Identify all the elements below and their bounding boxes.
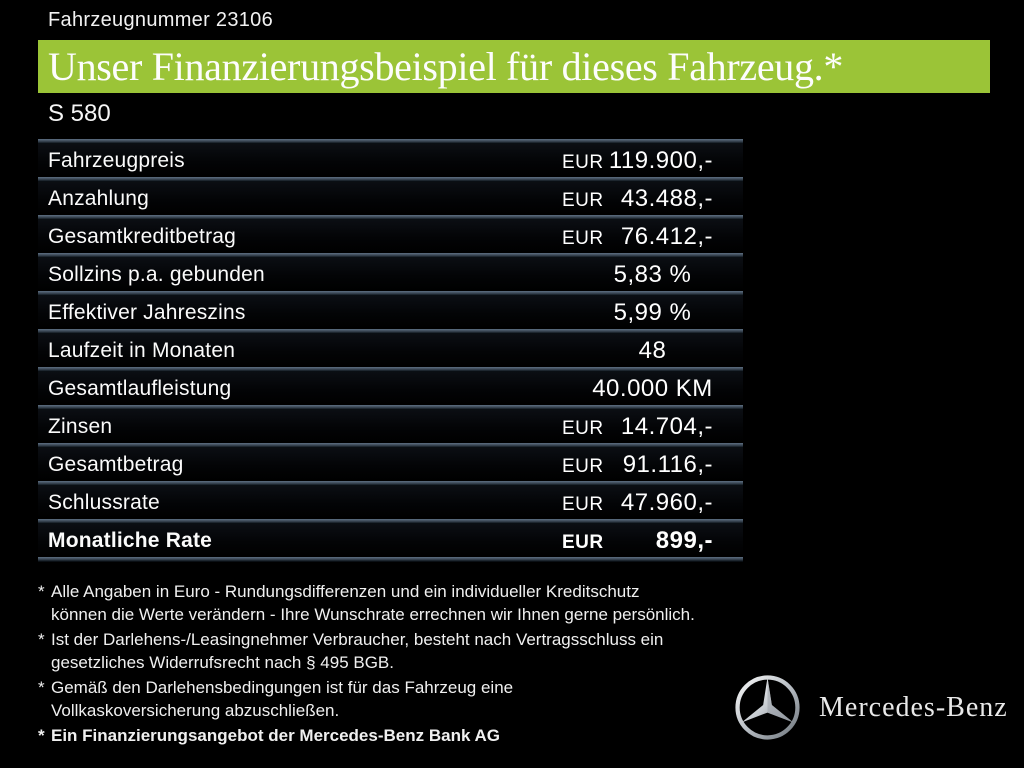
row-value: 899,-: [655, 526, 713, 554]
row-value-cell: EUR 43.488,-: [562, 185, 743, 213]
brand-wordmark: Mercedes-Benz: [819, 691, 1008, 723]
financing-table: Fahrzeugpreis EUR 119.900,- Anzahlung EU…: [38, 139, 743, 562]
footnote: * Gemäß den Darlehensbedingungen ist für…: [38, 677, 738, 722]
table-row: Laufzeit in Monaten 48: [38, 334, 743, 367]
table-row: Anzahlung EUR 43.488,-: [38, 182, 743, 215]
footnote-line: Alle Angaben in Euro - Rundungsdifferenz…: [51, 582, 640, 601]
table-divider: [38, 177, 743, 182]
row-value: 40.000 KM: [592, 374, 713, 402]
table-divider: [38, 253, 743, 258]
footnote-line: Vollkaskoversicherung abzuschließen.: [51, 700, 340, 720]
row-value-cell: EUR 899,-: [562, 527, 743, 555]
title-banner: Unser Finanzierungsbeispiel für dieses F…: [38, 40, 990, 93]
table-divider: [38, 291, 743, 296]
row-value: 14.704,-: [620, 412, 713, 440]
row-value: 76.412,-: [620, 222, 713, 250]
footnote-text: Gemäß den Darlehensbedingungen ist für d…: [51, 677, 513, 722]
row-value: 48: [638, 336, 667, 364]
row-label: Laufzeit in Monaten: [48, 338, 236, 362]
row-value: 43.488,-: [620, 184, 713, 212]
row-value-cell: 40.000 KM: [562, 375, 743, 403]
brand-signature: Mercedes-Benz: [734, 674, 1008, 741]
row-value-cell: 5,99 %: [562, 299, 743, 327]
table-divider: [38, 139, 743, 144]
mercedes-star-icon: [735, 675, 800, 740]
table-divider: [38, 405, 743, 410]
currency-label: EUR: [562, 151, 604, 173]
row-value-cell: 5,83 %: [562, 261, 743, 289]
footnote-marker: *: [38, 726, 45, 745]
footnote-marker: *: [38, 582, 45, 601]
row-label: Gesamtlaufleistung: [48, 376, 232, 400]
row-label: Gesamtkreditbetrag: [48, 224, 237, 248]
footnote: * Ein Finanzierungsangebot der Mercedes-…: [38, 725, 738, 748]
row-value-cell: EUR 91.116,-: [562, 451, 743, 479]
footnote-text: Alle Angaben in Euro - Rundungsdifferenz…: [51, 581, 695, 626]
footnote-marker: *: [38, 678, 45, 697]
currency-label: EUR: [562, 493, 604, 515]
table-divider: [38, 329, 743, 334]
table-divider: [38, 481, 743, 486]
footnote-line: Ein Finanzierungsangebot der Mercedes-Be…: [51, 726, 501, 745]
footnote-text: Ein Finanzierungsangebot der Mercedes-Be…: [51, 725, 500, 748]
table-row: Zinsen EUR 14.704,-: [38, 410, 743, 443]
row-label: Monatliche Rate: [48, 528, 213, 552]
row-value-cell: EUR 47.960,-: [562, 489, 743, 517]
row-value-cell: 48: [562, 337, 743, 365]
vehicle-number: Fahrzeugnummer 23106: [48, 9, 274, 31]
table-divider: [38, 557, 743, 562]
footnotes: * Alle Angaben in Euro - Rundungsdiffere…: [38, 581, 738, 751]
table-row: Gesamtlaufleistung 40.000 KM: [38, 372, 743, 405]
table-divider: [38, 519, 743, 524]
table-divider: [38, 443, 743, 448]
table-row: Gesamtkreditbetrag EUR 76.412,-: [38, 220, 743, 253]
row-label: Gesamtbetrag: [48, 452, 184, 476]
table-divider: [38, 367, 743, 372]
currency-label: EUR: [562, 227, 604, 249]
page-title: Unser Finanzierungsbeispiel für dieses F…: [48, 44, 844, 89]
currency-label: EUR: [562, 417, 604, 439]
model-name: S 580: [48, 100, 111, 127]
footnote-line: können die Werte verändern - Ihre Wunsch…: [51, 604, 695, 624]
table-row: Fahrzeugpreis EUR 119.900,-: [38, 144, 743, 177]
table-row: Sollzins p.a. gebunden 5,83 %: [38, 258, 743, 291]
row-label: Zinsen: [48, 414, 113, 438]
table-row: Gesamtbetrag EUR 91.116,-: [38, 448, 743, 481]
currency-label: EUR: [562, 455, 604, 477]
row-value-cell: EUR 76.412,-: [562, 223, 743, 251]
table-row: Schlussrate EUR 47.960,-: [38, 486, 743, 519]
row-label: Effektiver Jahreszins: [48, 300, 246, 324]
row-label: Fahrzeugpreis: [48, 148, 185, 172]
footnote-line: Ist der Darlehens-/Leasingnehmer Verbrau…: [51, 630, 664, 649]
row-value: 5,99 %: [613, 298, 692, 326]
row-value: 5,83 %: [613, 260, 692, 288]
footnote-line: gesetzliches Widerrufsrecht nach § 495 B…: [51, 652, 394, 672]
footnote: * Ist der Darlehens-/Leasingnehmer Verbr…: [38, 629, 738, 674]
footnote: * Alle Angaben in Euro - Rundungsdiffere…: [38, 581, 738, 626]
row-label: Anzahlung: [48, 186, 150, 210]
footnote-line: Gemäß den Darlehensbedingungen ist für d…: [51, 678, 514, 697]
row-value: 47.960,-: [620, 488, 713, 516]
footnote-text: Ist der Darlehens-/Leasingnehmer Verbrau…: [51, 629, 663, 674]
row-value: 91.116,-: [622, 450, 713, 478]
currency-label: EUR: [562, 189, 604, 211]
row-value-cell: EUR 119.900,-: [562, 147, 743, 175]
table-row: Effektiver Jahreszins 5,99 %: [38, 296, 743, 329]
currency-label: EUR: [562, 531, 604, 553]
table-divider: [38, 215, 743, 220]
row-label: Schlussrate: [48, 490, 160, 514]
row-value: 119.900,-: [608, 146, 713, 174]
footnote-marker: *: [38, 630, 45, 649]
table-row: Monatliche Rate EUR 899,-: [38, 524, 743, 557]
row-value-cell: EUR 14.704,-: [562, 413, 743, 441]
row-label: Sollzins p.a. gebunden: [48, 262, 265, 286]
